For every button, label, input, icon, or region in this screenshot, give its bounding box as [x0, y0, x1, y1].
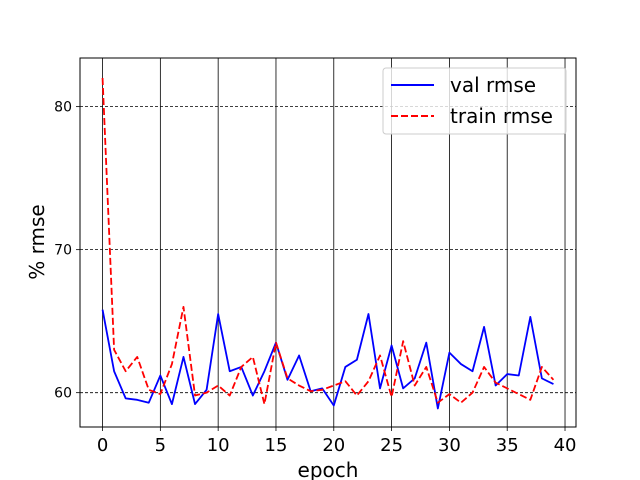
axes-frame [79, 57, 577, 428]
x-tick-label: 5 [155, 435, 166, 456]
y-tick-label: 80 [54, 100, 72, 116]
x-tick-label: 40 [554, 435, 577, 456]
series-line-1 [101, 77, 555, 406]
axis-ticks: 0 5 10 15 20 25 30 35 40 60 70 80 [54, 100, 576, 456]
x-tick-label: 0 [97, 435, 108, 456]
legend-label-val-rmse: val rmse [450, 73, 536, 97]
legend: val rmse train rmse [382, 67, 567, 135]
y-tick-label: 60 [54, 386, 72, 402]
y-axis-label: % rmse [25, 204, 49, 279]
legend-label-train-rmse: train rmse [450, 104, 553, 128]
x-axis-label: epoch [298, 458, 359, 480]
series-lines [101, 77, 555, 410]
x-tick-label: 30 [438, 435, 461, 456]
x-tick-label: 35 [496, 435, 519, 456]
x-tick-label: 25 [380, 435, 403, 456]
x-tick-label: 10 [207, 435, 230, 456]
y-tick-label: 70 [54, 243, 72, 259]
series-line-0 [101, 309, 554, 410]
x-tick-label: 15 [265, 435, 288, 456]
x-tick-label: 20 [322, 435, 345, 456]
